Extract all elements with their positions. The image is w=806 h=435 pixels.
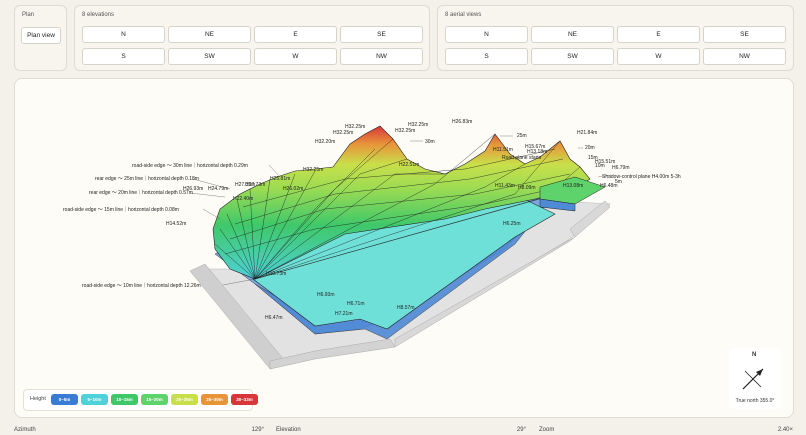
plan-view-button[interactable]: Plan view — [21, 27, 61, 44]
aerial-sw-button[interactable]: SW — [531, 48, 614, 65]
shadow-plane-annotation: Shadow-control plane H4.00m 5-3h — [602, 174, 681, 180]
h-label: H27.35m — [235, 182, 255, 188]
h-label: H25.81m — [270, 176, 290, 182]
height-mass — [212, 125, 591, 280]
elevations-panel: 8 elevations N NE E SE S SW W NW — [74, 5, 430, 71]
h-label: H32.25m — [333, 130, 353, 136]
elevation-n-button[interactable]: N — [82, 26, 165, 43]
h-label: H6.71m — [347, 301, 365, 307]
aerial-ne-button[interactable]: NE — [531, 26, 614, 43]
azimuth-status: Azimuth 129° — [14, 424, 264, 435]
elevation-status: Elevation 29° — [276, 424, 526, 435]
elevation-ne-button[interactable]: NE — [168, 26, 251, 43]
azimuth-value: 129° — [251, 426, 264, 433]
h-label: H6.93m — [317, 292, 335, 298]
h-label: H6.79m — [612, 165, 630, 171]
legend-chip-20-25[interactable]: 20–25m — [171, 394, 198, 405]
height-legend: Height 0–5m 5–10m 10–15m 15–20m 20–25m 2… — [23, 389, 258, 411]
h-label: H32.25m — [303, 167, 323, 173]
legend-chip-10-15[interactable]: 10–15m — [111, 394, 138, 405]
north-compass: N True north 355.0° — [729, 349, 781, 409]
h-label: H7.21m — [335, 311, 353, 317]
legend-chip-30-33[interactable]: 30–33m — [231, 394, 258, 405]
legend-title: Height — [30, 396, 46, 402]
elevations-title: 8 elevations — [82, 12, 115, 18]
h-label: H32.20m — [315, 139, 335, 145]
h-label: H6.48m — [600, 183, 618, 189]
legend-chip-0-5[interactable]: 0–5m — [51, 394, 78, 405]
road-15m-annotation: road-side edge 〜 15m line｜horizontal dep… — [63, 207, 179, 213]
elevation-value: 29° — [516, 426, 526, 433]
h-label: H6.25m — [503, 221, 521, 227]
height-10m-label: 10m — [595, 163, 605, 169]
3d-viewport[interactable]: road-side edge 〜 10m line｜horizontal dep… — [14, 78, 794, 418]
h-label: H6.47m — [265, 315, 283, 321]
h-label: H10.73m — [266, 271, 286, 277]
elevation-w-button[interactable]: W — [254, 48, 337, 65]
h-label: H21.84m — [577, 130, 597, 136]
h-label: H13.08m — [563, 183, 583, 189]
h-label: H8.57m — [397, 305, 415, 311]
zoom-status: Zoom 2.40× — [539, 424, 793, 435]
zoom-label: Zoom — [539, 426, 555, 433]
elevation-se-button[interactable]: SE — [340, 26, 423, 43]
true-north-label: True north 355.0° — [735, 398, 775, 404]
aerial-se-button[interactable]: SE — [703, 26, 786, 43]
h-label: H11.43m — [495, 183, 515, 189]
h-label: H27.73m — [245, 182, 265, 188]
north-letter: N — [752, 352, 757, 358]
road-30m-annotation: road-side edge 〜 30m line｜horizontal dep… — [132, 163, 248, 169]
legend-chip-15-20[interactable]: 15–20m — [141, 394, 168, 405]
right-block — [539, 176, 606, 205]
aerial-s-button[interactable]: S — [445, 48, 528, 65]
elevation-sw-button[interactable]: SW — [168, 48, 251, 65]
height-5m-label: 5m — [615, 179, 622, 185]
legend-chip-25-30[interactable]: 25–30m — [201, 394, 228, 405]
h-label: H32.25m — [395, 128, 415, 134]
aerial-panel: 8 aerial views N NE E SE S SW W NW — [437, 5, 794, 71]
h-label: H14.52m — [166, 221, 186, 227]
height-25m-label: 25m — [517, 133, 527, 139]
zoom-value: 2.40× — [777, 426, 793, 433]
height-30m-label: 30m — [425, 139, 435, 145]
aerial-nw-button[interactable]: NW — [703, 48, 786, 65]
rear-20m-annotation: rear edge 〜 20m line｜horizontal depth 0.… — [89, 190, 193, 196]
annotation-layer: road-side edge 〜 10m line｜horizontal dep… — [63, 119, 681, 321]
aerial-n-button[interactable]: N — [445, 26, 528, 43]
h-label: H26.02m — [283, 186, 303, 192]
road-10m-annotation: road-side edge 〜 10m line｜horizontal dep… — [82, 283, 201, 289]
elevation-nw-button[interactable]: NW — [340, 48, 423, 65]
h-label: H8.09m — [518, 185, 536, 191]
aerial-e-button[interactable]: E — [617, 26, 700, 43]
height-15m-label: 15m — [588, 155, 598, 161]
h-label: H13.18m — [527, 149, 547, 155]
h-label: H22.40m — [233, 196, 253, 202]
h-label: H11.51m — [493, 147, 513, 153]
h-label: H15.51m — [595, 159, 615, 165]
rear-25m-annotation: rear edge 〜 25m line｜horizontal depth 0.… — [95, 176, 199, 182]
road-plane-annotation: Road plane starts — [502, 155, 542, 161]
legend-chip-5-10[interactable]: 5–10m — [81, 394, 108, 405]
h-label: H32.25m — [408, 122, 428, 128]
azimuth-label: Azimuth — [14, 426, 36, 433]
elevation-s-button[interactable]: S — [82, 48, 165, 65]
plan-panel: Plan Plan view — [14, 5, 67, 71]
h-label: H15.67m — [525, 144, 545, 150]
aerial-w-button[interactable]: W — [617, 48, 700, 65]
h-label: H26.83m — [452, 119, 472, 125]
plan-title: Plan — [22, 12, 35, 18]
compass-arrow-icon — [742, 368, 764, 390]
h-label: H24.79m — [208, 186, 228, 192]
h-label: H26.93m — [183, 186, 203, 192]
h-label: H32.25m — [345, 124, 365, 130]
height-20m-label: 20m — [585, 145, 595, 151]
elevation-e-button[interactable]: E — [254, 26, 337, 43]
volume-model: road-side edge 〜 10m line｜horizontal dep… — [63, 119, 681, 370]
aerial-title: 8 aerial views — [445, 12, 482, 18]
elevation-label: Elevation — [276, 426, 301, 433]
h-label: H22.51m — [399, 162, 419, 168]
